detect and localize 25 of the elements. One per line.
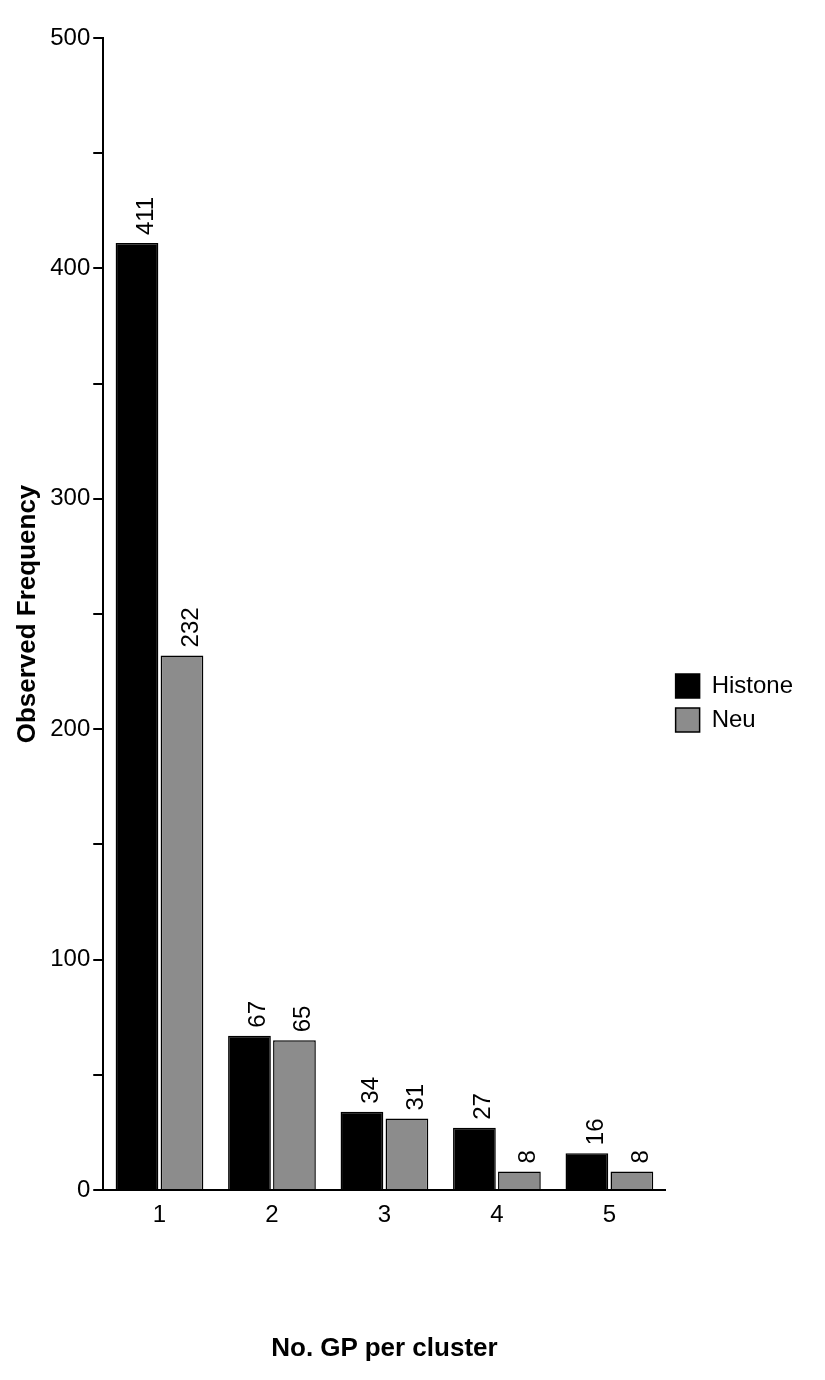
- data-label: 65: [288, 1005, 316, 1033]
- y-tick-label: 500: [50, 22, 91, 50]
- legend-label: Histone: [711, 670, 793, 698]
- data-label: 411: [130, 196, 158, 236]
- x-tick-label: 1: [152, 1200, 167, 1228]
- data-label: 232: [175, 607, 203, 648]
- y-tick-label: 300: [50, 483, 91, 511]
- y-tick-label: 100: [50, 944, 91, 972]
- x-axis-title: No. GP per cluster: [271, 1331, 498, 1362]
- y-axis-title: Observed Frequency: [10, 484, 41, 744]
- data-label: 31: [400, 1083, 428, 1111]
- data-label: 16: [580, 1118, 608, 1146]
- data-label: 27: [468, 1093, 496, 1120]
- legend-label: Neu: [711, 704, 756, 732]
- data-label: 34: [355, 1076, 383, 1104]
- y-tick-label: 0: [76, 1174, 91, 1202]
- data-label: 8: [625, 1150, 653, 1164]
- data-label: 8: [513, 1150, 541, 1164]
- data-label: 67: [243, 1000, 271, 1028]
- y-tick-label: 400: [50, 253, 91, 281]
- x-tick-label: 4: [490, 1200, 504, 1228]
- x-tick-label: 5: [602, 1200, 617, 1228]
- x-tick-label: 2: [265, 1200, 279, 1228]
- x-tick-label: 3: [377, 1200, 392, 1228]
- y-tick-label: 200: [50, 713, 91, 741]
